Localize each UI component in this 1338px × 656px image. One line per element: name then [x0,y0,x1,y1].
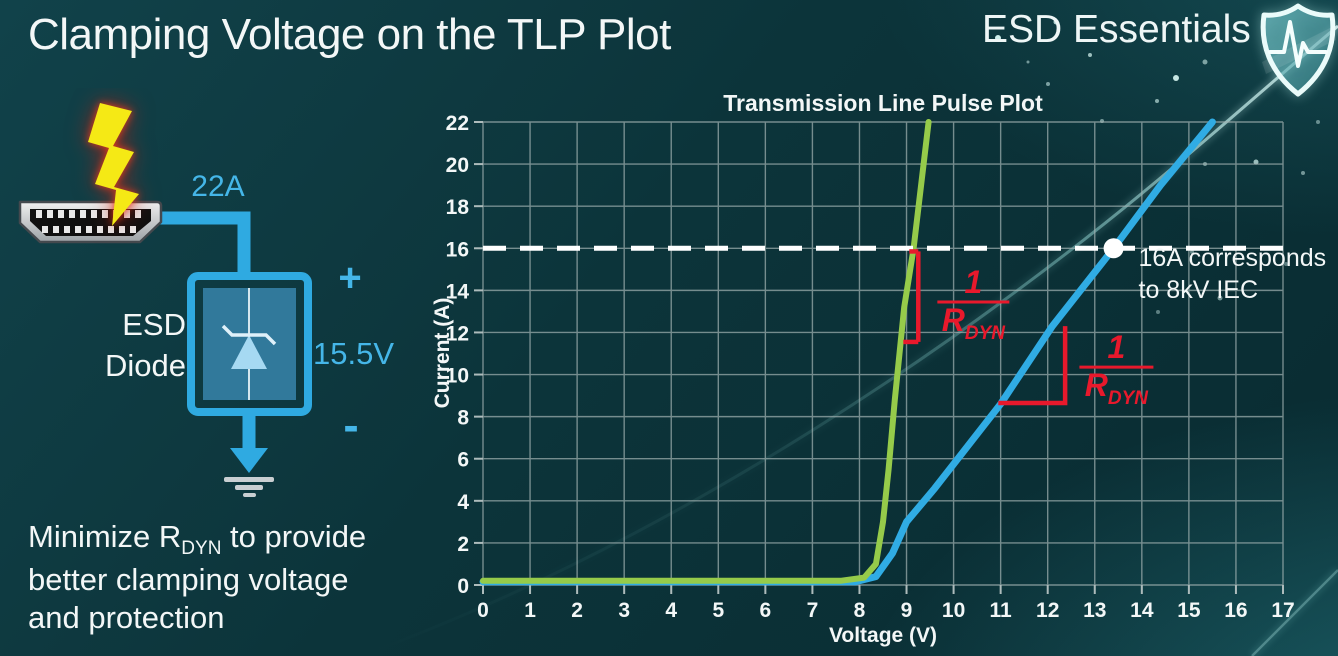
marker-dot [1103,238,1124,259]
svg-text:2: 2 [571,599,583,622]
green-curve-lower-rdyn [480,119,932,584]
svg-text:RDYN: RDYN [942,302,1007,344]
svg-text:Current (A): Current (A) [431,298,454,409]
note-line2: better clamping voltage [28,562,349,597]
svg-text:16: 16 [446,238,469,261]
svg-text:Voltage (V): Voltage (V) [829,624,937,647]
note-line3: and protection [28,600,225,635]
svg-text:17: 17 [1271,599,1294,622]
device-label-line2: Diode [105,348,186,383]
note-line1: Minimize RDYN to provide [28,519,367,559]
x-tick-labels: 0 1 2 3 4 5 6 7 8 9 10 11 12 13 14 15 16 17 [477,599,1295,622]
marker-label: 16A corresponds to 8kV IEC [1139,244,1327,304]
svg-text:9: 9 [901,599,913,622]
shield-pulse-icon [1260,3,1336,97]
wire-top [159,211,251,280]
svg-text:1: 1 [1108,329,1126,365]
svg-text:16: 16 [1224,599,1247,622]
x-axis-label: Voltage (V) [829,624,937,647]
svg-text:11: 11 [990,599,1013,622]
svg-text:6: 6 [760,599,772,622]
svg-text:12: 12 [1036,599,1059,622]
svg-text:12: 12 [446,322,469,345]
blue-curve-higher-rdyn [479,118,1216,586]
rdyn-subscript: DYN [181,538,222,559]
corner-streak [1251,569,1338,656]
svg-text:to 8kV IEC: to 8kV IEC [1139,276,1259,304]
svg-text:4: 4 [457,491,469,514]
chart-title: Transmission Line Pulse Plot [723,90,1043,116]
chart-grid [482,121,1284,586]
ground-icon [224,477,274,497]
arrow-down-icon [230,448,268,473]
brand-name: ESD Essentials [982,8,1251,51]
svg-text:RDYN: RDYN [1085,367,1150,409]
page-title: Clamping Voltage on the TLP Plot [28,10,671,59]
svg-text:16A corresponds: 16A corresponds [1139,244,1327,272]
svg-text:20: 20 [446,154,469,177]
svg-text:8: 8 [854,599,866,622]
y-tick-labels: 0 2 4 6 8 10 12 14 16 18 20 22 [446,112,470,598]
zener-diode-icon [221,324,277,369]
svg-text:1: 1 [524,599,536,622]
polarity-plus-label: + [338,256,361,300]
svg-text:15: 15 [1177,599,1201,622]
svg-text:14: 14 [1130,599,1154,622]
light-streak-glow [358,22,1338,656]
svg-text:2: 2 [457,533,469,556]
svg-text:Transmission Line Pulse Plot: Transmission Line Pulse Plot [723,90,1043,116]
svg-text:18: 18 [446,196,470,219]
device-label-line1: ESD [122,307,186,342]
clamp-voltage-label: 15.5V [313,336,394,371]
esd-circuit-diagram: 22A ESD Diode + 15.5V - [18,103,394,497]
esd-device-box [187,272,312,416]
svg-text:6: 6 [457,449,469,472]
svg-text:1: 1 [964,264,982,300]
svg-text:10: 10 [942,599,965,622]
y-axis-label: Current (A) [431,298,454,409]
svg-text:0: 0 [477,599,489,622]
svg-text:13: 13 [1083,599,1106,622]
hdmi-connector-icon [18,200,163,244]
svg-text:14: 14 [446,280,470,303]
hdmi-pins [36,210,141,233]
lightning-bolt-icon [88,103,139,226]
chart-ticks [474,121,1284,594]
takeaway-note: Minimize RDYN to provide better clamping… [28,518,366,637]
svg-text:4: 4 [665,599,677,622]
svg-text:7: 7 [807,599,819,622]
svg-text:8: 8 [457,407,469,430]
corner-streak-glow [1249,567,1338,656]
svg-text:5: 5 [712,599,724,622]
svg-text:3: 3 [618,599,630,622]
svg-text:10: 10 [446,365,469,388]
polarity-minus-label: - [343,399,358,451]
light-streak [359,24,1338,656]
svg-text:0: 0 [457,575,469,598]
svg-text:22: 22 [446,112,469,135]
surge-current-label: 22A [191,170,244,203]
